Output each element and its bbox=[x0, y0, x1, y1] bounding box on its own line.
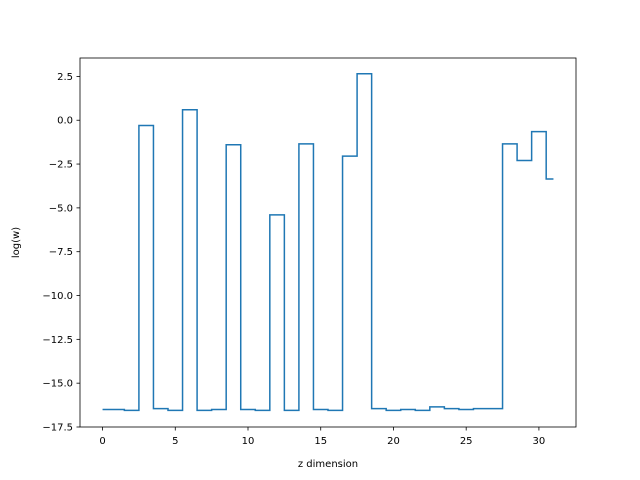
plot-area: 0 5 10 15 20 25 30 −17.5 −15.0 −12.5 −10.0 −7.5 −5.… bbox=[42, 57, 577, 447]
y-tick-label: 0.0 bbox=[57, 116, 73, 127]
y-tick-label: −7.5 bbox=[49, 247, 73, 258]
x-tick-label: 0 bbox=[99, 436, 105, 447]
x-tick-label: 30 bbox=[533, 436, 546, 447]
x-tick-label: 15 bbox=[314, 436, 327, 447]
y-axis: −17.5 −15.0 −12.5 −10.0 −7.5 −5.0 −2.5 0.0 2.5 bbox=[42, 72, 80, 434]
y-tick-label: 2.5 bbox=[57, 72, 73, 83]
x-tick-label: 5 bbox=[172, 436, 178, 447]
plot-frame bbox=[79, 57, 577, 428]
y-tick-label: −10.0 bbox=[42, 291, 73, 302]
y-tick-label: −12.5 bbox=[42, 335, 73, 346]
y-tick-label: −17.5 bbox=[42, 423, 73, 434]
x-tick-label: 25 bbox=[460, 436, 473, 447]
x-tick-label: 20 bbox=[387, 436, 400, 447]
series-layer bbox=[102, 73, 554, 412]
x-tick-label: 10 bbox=[242, 436, 255, 447]
x-axis: 0 5 10 15 20 25 30 bbox=[99, 427, 545, 447]
y-tick-label: −15.0 bbox=[42, 379, 73, 390]
y-tick-label: −5.0 bbox=[49, 203, 73, 214]
x-axis-label: z dimension bbox=[298, 459, 358, 470]
y-axis-label: log(w) bbox=[11, 227, 22, 258]
series-line bbox=[102, 73, 554, 412]
y-tick-label: −2.5 bbox=[49, 160, 73, 171]
